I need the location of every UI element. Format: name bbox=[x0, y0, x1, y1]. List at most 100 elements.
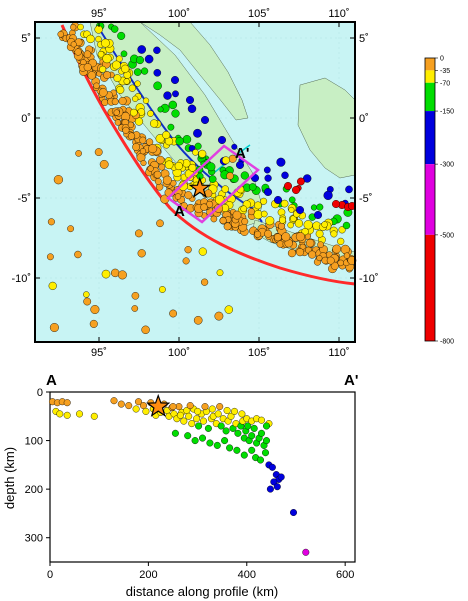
profile-event-point bbox=[201, 403, 209, 411]
profile-event-point bbox=[227, 412, 235, 420]
map-lat-tick-left: 5˚ bbox=[21, 33, 31, 45]
profile-end-label: A' bbox=[344, 372, 358, 389]
profile-y-tick-label: 0 bbox=[37, 387, 43, 399]
profile-x-tick-label: 0 bbox=[47, 569, 53, 581]
map-lat-tick-left: -5˚ bbox=[18, 193, 31, 205]
profile-event-point bbox=[169, 403, 177, 411]
profile-event-point bbox=[184, 432, 192, 440]
colorbar-label: -500 bbox=[440, 232, 454, 239]
profile-event-point bbox=[234, 429, 242, 437]
profile-event-point bbox=[257, 456, 265, 464]
profile-y-tick-label: 200 bbox=[25, 484, 43, 496]
profile-axis-ticks: 0 200 400 600 0 100 200 300 bbox=[25, 387, 355, 581]
profile-event-point bbox=[263, 437, 271, 445]
colorbar-label: -35 bbox=[440, 68, 450, 75]
profile-event-point bbox=[266, 485, 274, 493]
profile-x-axis-label: distance along profile (km) bbox=[126, 584, 278, 599]
colorbar-segment bbox=[425, 70, 435, 83]
profile-event-point bbox=[171, 429, 179, 437]
colorbar-label: 0 bbox=[440, 56, 444, 63]
profile-start-label: A bbox=[46, 372, 57, 389]
profile-event-point bbox=[204, 424, 212, 432]
map-panel: A A' 95˚ 95˚ 100˚ 100˚ 105˚ 105˚ 110˚ 110˚ 5˚ 5˚ 0… bbox=[11, 8, 378, 359]
profile-event-point bbox=[142, 407, 150, 415]
profile-box bbox=[166, 144, 260, 224]
profile-event-point bbox=[125, 402, 133, 410]
profile-event-point bbox=[185, 412, 193, 420]
colorbar-label: -70 bbox=[440, 80, 450, 87]
profile-event-point bbox=[238, 410, 246, 418]
profile-event-point bbox=[290, 509, 298, 517]
profile-event-point bbox=[63, 399, 71, 407]
profile-x-tick-label: 200 bbox=[139, 569, 157, 581]
profile-event-point bbox=[195, 422, 203, 430]
profile-event-point bbox=[262, 449, 270, 457]
profile-event-point bbox=[132, 405, 140, 413]
profile-event-point bbox=[63, 411, 71, 419]
profile-event-point bbox=[221, 437, 229, 445]
colorbar-label: -800 bbox=[440, 339, 454, 346]
profile-event-point bbox=[175, 403, 183, 411]
profile-event-point bbox=[117, 400, 125, 408]
profile-event-point bbox=[263, 422, 271, 430]
profile-event-point bbox=[191, 437, 199, 445]
profile-event-point bbox=[206, 439, 214, 447]
profile-event-point bbox=[199, 417, 207, 425]
profile-y-tick-label: 300 bbox=[25, 533, 43, 545]
profile-label-start: A bbox=[174, 203, 185, 220]
borneo-landmass bbox=[297, 77, 356, 179]
profile-event-point bbox=[110, 397, 118, 405]
profile-event-point bbox=[213, 441, 221, 449]
profile-y-tick-label: 100 bbox=[25, 436, 43, 448]
profile-event-point bbox=[188, 420, 196, 428]
profile-event-point bbox=[193, 415, 201, 423]
mainshock-star-profile bbox=[146, 393, 171, 417]
profile-event-point bbox=[90, 412, 98, 420]
profile-event-point bbox=[214, 410, 222, 418]
map-tick-labels: 95˚ 95˚ 100˚ 100˚ 105˚ 105˚ 110˚ 110˚ 5˚ 5˚ 0˚ 0˚ -5… bbox=[11, 8, 378, 359]
profile-x-tick-label: 600 bbox=[336, 569, 354, 581]
profile-event-point bbox=[248, 432, 256, 440]
profile-event-point bbox=[230, 407, 238, 415]
profile-event-point bbox=[223, 407, 231, 415]
malay-peninsula-landmass bbox=[139, 21, 249, 121]
profile-event-point bbox=[226, 444, 234, 452]
profile-event-point bbox=[56, 410, 64, 418]
profile-event-point bbox=[277, 473, 285, 481]
map-lon-tick-bottom: 100˚ bbox=[168, 347, 190, 359]
colorbar-label: -300 bbox=[440, 162, 454, 169]
map-lon-tick-top: 95˚ bbox=[91, 8, 107, 20]
map-event-dots bbox=[47, 21, 357, 334]
profile-event-point bbox=[222, 427, 230, 435]
depth-profile-panel: 0 200 400 600 0 100 200 300 A A' distance along… bbox=[2, 372, 358, 599]
profile-event-point bbox=[248, 446, 256, 454]
map-lon-tick-top: 105˚ bbox=[248, 8, 270, 20]
mainshock-star-map bbox=[188, 176, 212, 198]
profile-event-point bbox=[75, 410, 83, 418]
map-lon-tick-top: 100˚ bbox=[168, 8, 190, 20]
map-lon-tick-top: 110˚ bbox=[328, 8, 349, 20]
map-lat-tick-left: 0˚ bbox=[21, 113, 31, 125]
profile-event-point bbox=[176, 411, 184, 419]
profile-event-point bbox=[258, 429, 266, 437]
map-lat-tick-right: 0˚ bbox=[359, 113, 369, 125]
map-lat-tick-right: -5˚ bbox=[359, 193, 372, 205]
profile-event-point bbox=[233, 446, 241, 454]
map-lon-tick-bottom: 110˚ bbox=[328, 347, 349, 359]
profile-event-point bbox=[268, 463, 276, 471]
colorbar-segment bbox=[425, 82, 435, 112]
profile-event-point bbox=[180, 417, 188, 425]
profile-event-point bbox=[194, 407, 202, 415]
colorbar-label: -150 bbox=[440, 109, 454, 116]
map-lon-tick-bottom: 105˚ bbox=[248, 347, 270, 359]
profile-event-dots bbox=[49, 397, 310, 556]
profile-event-point bbox=[258, 416, 266, 424]
profile-event-point bbox=[240, 451, 248, 459]
colorbar-segment bbox=[425, 164, 435, 235]
profile-label-end: A' bbox=[235, 145, 249, 162]
profile-event-point bbox=[273, 483, 281, 491]
map-lat-tick-right: 5˚ bbox=[359, 33, 369, 45]
profile-event-point bbox=[250, 424, 258, 432]
profile-event-point bbox=[186, 402, 194, 410]
